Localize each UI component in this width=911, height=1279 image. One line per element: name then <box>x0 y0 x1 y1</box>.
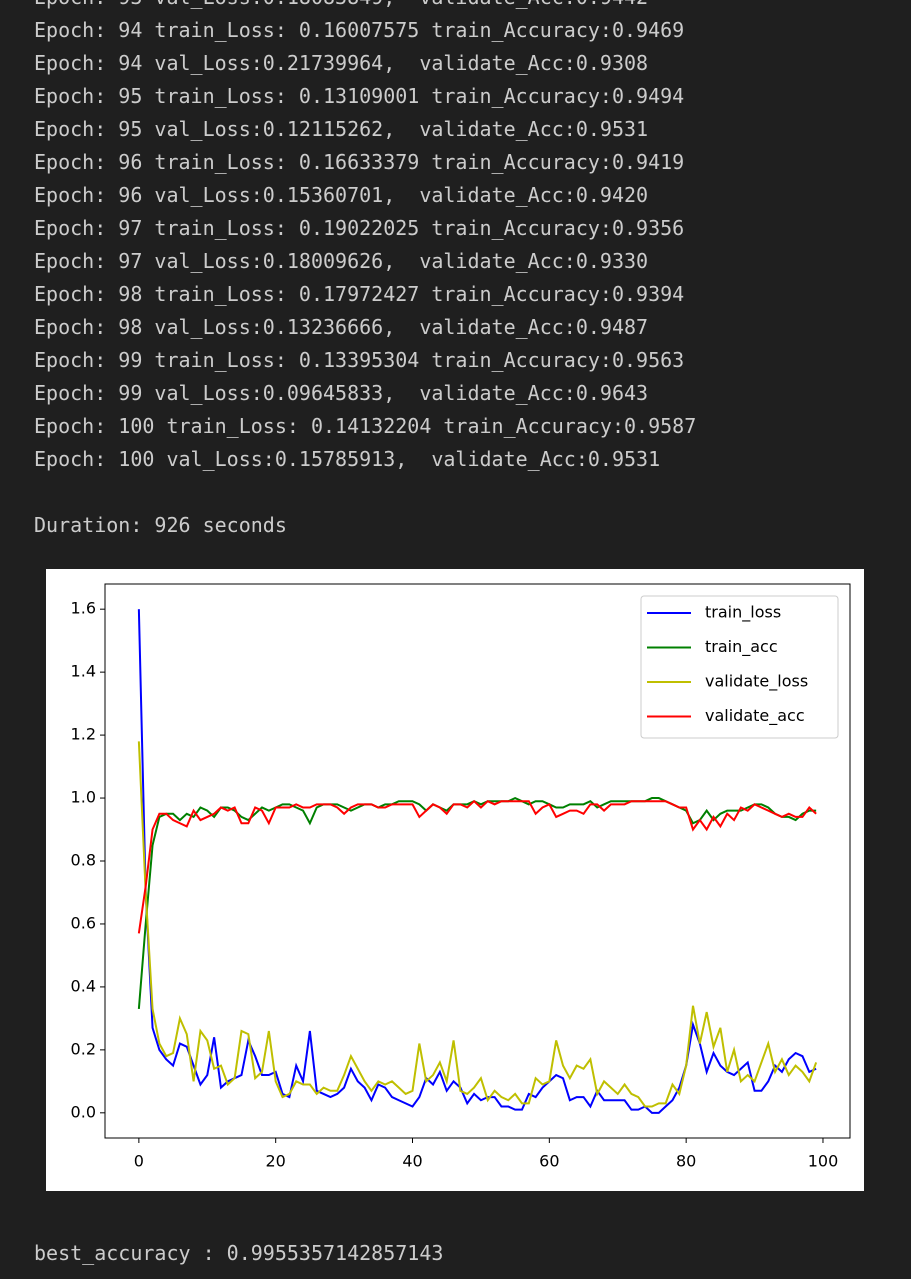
log-line: Epoch: 96 val_Loss:0.15360701, validate_… <box>34 183 649 207</box>
x-tick-label: 0 <box>134 1152 144 1171</box>
log-line: Epoch: 99 train_Loss: 0.13395304 train_A… <box>34 348 685 372</box>
x-tick-label: 100 <box>808 1152 839 1171</box>
x-tick-label: 20 <box>266 1152 286 1171</box>
y-tick-label: 0.0 <box>71 1102 96 1121</box>
legend-box <box>640 595 839 739</box>
x-tick-label: 80 <box>676 1152 696 1171</box>
x-tick-label: 60 <box>539 1152 559 1171</box>
legend-label: train_acc <box>705 637 778 657</box>
chart: 0.0 0.2 0.4 0.6 0.8 1.0 1.2 1.4 1.6 0 20 40 60 80 100 t… <box>46 569 864 1191</box>
legend-label: validate_loss <box>705 672 808 692</box>
log-line: Epoch: 94 train_Loss: 0.16007575 train_A… <box>34 18 685 42</box>
log-line: Epoch: 100 val_Loss:0.15785913, validate… <box>34 447 661 471</box>
series-line <box>137 609 817 1114</box>
y-tick-label: 0.2 <box>71 1039 96 1058</box>
y-tick-label: 1.2 <box>71 725 96 744</box>
series-line <box>137 799 817 934</box>
log-line: Epoch: 97 train_Loss: 0.19022025 train_A… <box>34 216 685 240</box>
y-tick-label: 1.0 <box>71 788 96 807</box>
log-line: Epoch: 99 val_Loss:0.09645833, validate_… <box>34 381 649 405</box>
log-line: Epoch: 98 train_Loss: 0.17972427 train_A… <box>34 282 685 306</box>
y-tick-label: 0.6 <box>71 913 96 932</box>
legend-label: train_loss <box>705 603 781 623</box>
y-tick-label: 0.4 <box>71 976 96 995</box>
log-line: Epoch: 93 val_Loss:0.18083849, validate_… <box>34 0 648 14</box>
y-tick-label: 0.8 <box>71 851 96 870</box>
y-tick-label: 1.4 <box>71 662 96 681</box>
legend-label: validate_acc <box>705 706 805 726</box>
log-line: Epoch: 96 train_Loss: 0.16633379 train_A… <box>34 150 685 174</box>
x-tick-label: 40 <box>402 1152 422 1171</box>
duration: Duration: 926 seconds <box>34 513 287 537</box>
series-line <box>137 741 818 1108</box>
log-line: Epoch: 98 val_Loss:0.13236666, validate_… <box>34 315 649 339</box>
log-line: Epoch: 97 val_Loss:0.18009626, validate_… <box>34 249 649 273</box>
log-line: Epoch: 95 train_Loss: 0.13109001 train_A… <box>34 84 685 108</box>
y-tick-label: 1.6 <box>71 599 96 618</box>
best-accuracy: best_accuracy : 0.9955357142857143 <box>34 1241 444 1265</box>
log-line: Epoch: 100 train_Loss: 0.14132204 train_… <box>34 414 697 438</box>
log-line: Epoch: 95 val_Loss:0.12115262, validate_… <box>34 117 649 141</box>
plot-frame <box>104 583 851 1139</box>
log-line: Epoch: 94 val_Loss:0.21739964, validate_… <box>34 51 649 75</box>
